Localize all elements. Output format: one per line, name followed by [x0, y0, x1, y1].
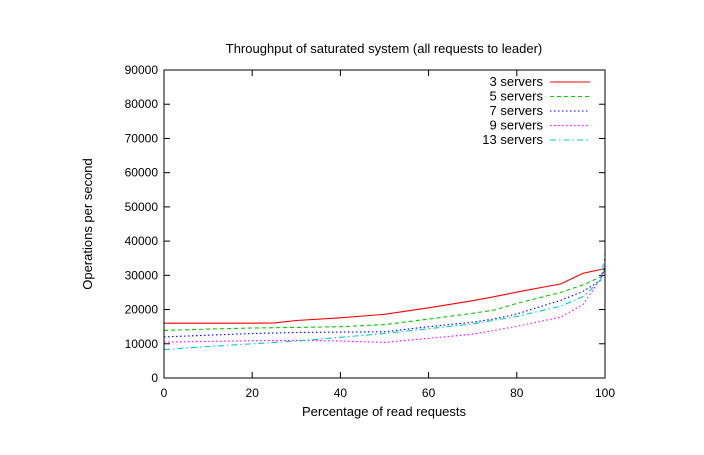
x-tick-label: 0	[161, 386, 168, 400]
legend-label: 13 servers	[482, 132, 543, 147]
legend-label: 3 servers	[490, 74, 544, 89]
series-line-5-servers	[163, 269, 606, 331]
legend-label: 7 servers	[490, 103, 544, 118]
x-tick-label: 20	[246, 386, 260, 400]
y-tick-label: 0	[151, 371, 158, 385]
x-tick-label: 40	[334, 386, 348, 400]
y-tick-label: 50000	[125, 200, 159, 214]
y-axis: 0 10000 20000 30000 40000 50000 60000 70000 8000…	[125, 63, 605, 385]
y-tick-label: 30000	[125, 268, 159, 282]
x-axis: 0 20 40 60 80 100	[161, 70, 615, 400]
x-tick-label: 60	[422, 386, 436, 400]
x-axis-label: Percentage of read requests	[302, 404, 467, 419]
y-tick-label: 40000	[125, 234, 159, 248]
chart-title: Throughput of saturated system (all requ…	[226, 41, 543, 56]
x-tick-label: 100	[595, 386, 615, 400]
legend-label: 5 servers	[490, 89, 544, 104]
y-tick-label: 70000	[125, 131, 159, 145]
plot-frame	[163, 69, 606, 379]
x-tick-label: 80	[510, 386, 524, 400]
series-line-9-servers	[163, 264, 606, 343]
series-line-7-servers	[163, 266, 606, 338]
y-axis-label: Operations per second	[80, 158, 95, 290]
y-tick-label: 10000	[125, 337, 159, 351]
legend-label: 9 servers	[490, 118, 544, 133]
y-tick-label: 20000	[125, 303, 159, 317]
series-line-3-servers	[164, 267, 606, 324]
y-tick-label: 60000	[125, 166, 159, 180]
plot-lines	[163, 254, 606, 351]
y-tick-label: 90000	[125, 63, 159, 77]
series-line-13-servers	[163, 254, 606, 351]
y-tick-label: 80000	[125, 97, 159, 111]
